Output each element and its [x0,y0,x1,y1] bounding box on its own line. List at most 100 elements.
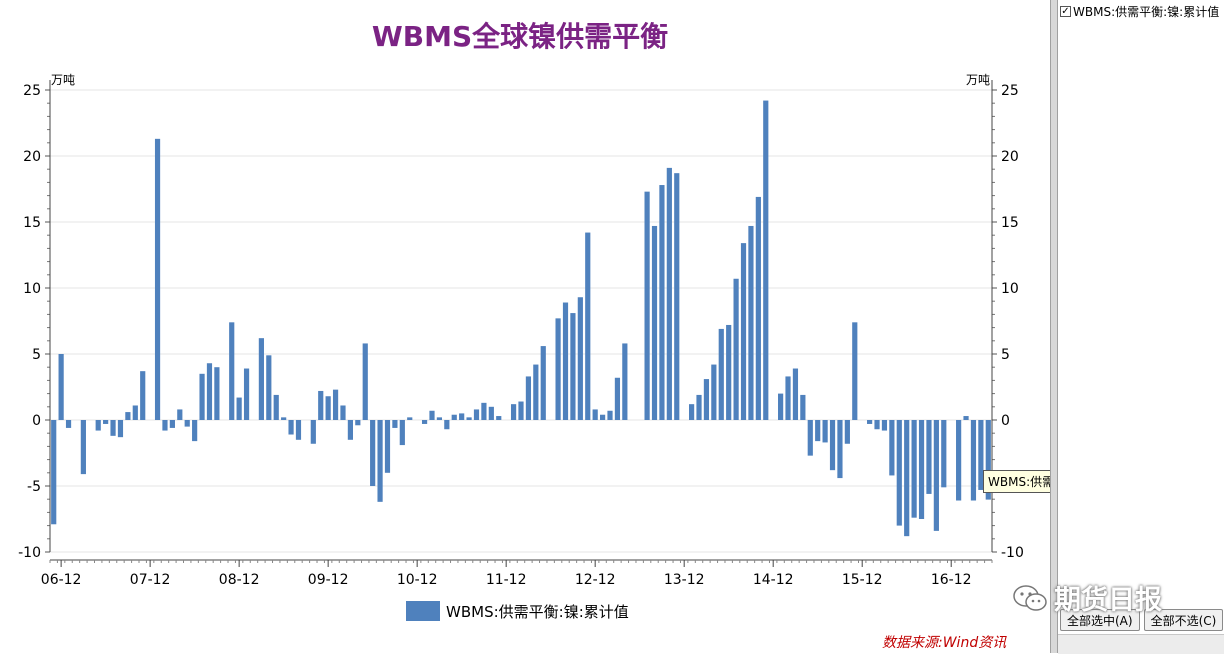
panel-splitter[interactable] [1050,0,1058,653]
series-side-panel: ✓ WBMS:供需平衡:镍:累计值 全部选中(A) 全部不选(C) [1058,0,1224,654]
bar [340,405,346,420]
bar [243,368,250,420]
bar [822,420,828,443]
bar [58,354,64,420]
series-checkbox[interactable]: ✓ [1060,5,1071,17]
bar [889,420,895,476]
select-all-button[interactable]: 全部选中(A) [1060,609,1140,631]
bar [703,379,710,420]
bar [407,417,413,420]
legend-swatch [406,601,440,621]
bar [140,371,146,420]
bar [674,173,680,420]
bar [459,413,465,420]
bar [918,420,925,519]
bar [570,313,576,420]
bar [659,185,665,420]
x-tick-label: 13-12 [664,572,705,588]
bar [177,409,183,420]
bar [318,390,324,420]
x-tick-label: 07-12 [130,572,171,588]
x-tick-label: 12-12 [575,572,616,588]
x-tick-label: 06-12 [41,572,82,588]
y-tick-label-right: 0 [1001,413,1010,429]
bar [169,420,175,428]
series-checkbox-row[interactable]: ✓ WBMS:供需平衡:镍:累计值 [1060,3,1219,20]
y-tick-label-left: 0 [32,413,41,429]
x-tick-label: 15-12 [842,572,883,588]
bar [718,328,724,420]
bar [295,420,302,440]
bar [288,420,294,435]
y-tick-label-left: 15 [23,215,41,231]
bar [110,420,116,436]
bar [837,420,843,479]
source-note: 数据来源:Wind资讯 [882,635,1007,651]
x-tick-label: 08-12 [219,572,260,588]
bar [370,420,376,486]
x-tick-label: 11-12 [486,572,527,588]
bar [384,420,391,473]
bar [696,394,702,420]
bar [599,414,606,420]
bar [785,376,791,420]
y-tick-label-left: 25 [23,83,41,99]
bar [481,402,487,420]
panel-footer [1058,634,1224,654]
bar [956,420,962,501]
bar [421,420,428,424]
bar [607,410,613,420]
bar [844,420,850,444]
bar [555,318,561,420]
y-tick-label-left: 20 [23,149,41,165]
bar [80,420,86,475]
bar [778,393,784,420]
x-tick-label: 09-12 [308,572,349,588]
bar [941,420,947,488]
y-tick-label-right: 15 [1001,215,1019,231]
bar [807,420,813,456]
bar [800,394,806,420]
bar [896,420,902,526]
bar [266,355,272,420]
select-none-button[interactable]: 全部不选(C) [1143,609,1224,631]
bar [192,420,198,442]
plot-area [50,90,992,552]
bar [963,416,969,420]
chart-area: -10-10-5-50055101015152020252506-1207-12… [18,20,1024,621]
bar [273,394,279,420]
bar [65,420,72,428]
bar [577,297,583,420]
bar [399,420,405,446]
bar [132,405,138,420]
bar [429,410,435,420]
bar [510,404,517,420]
bar [533,364,539,420]
bar [436,417,443,420]
bar [518,401,524,420]
bar [815,420,821,442]
bar [970,420,977,501]
bar [852,322,858,420]
y-tick-label-left: -5 [27,479,41,495]
x-tick-label: 14-12 [753,572,794,588]
y-tick-label-left: 10 [23,281,41,297]
y-tick-label-right: 10 [1001,281,1019,297]
bar [125,412,131,420]
bar [162,420,168,431]
x-tick-label: 16-12 [931,572,972,588]
wechat-icon [1012,583,1048,613]
watermark: 期货日报 [1012,578,1162,617]
bar [355,420,361,426]
bar [117,420,124,438]
bar [362,343,368,420]
x-tick-label: 10-12 [397,572,438,588]
y-tick-label-right: 25 [1001,83,1019,99]
bar [792,368,799,420]
bar [154,138,161,420]
bar [689,404,695,420]
series-checkbox-label: WBMS:供需平衡:镍:累计值 [1073,5,1220,19]
bar [488,406,494,420]
bar [733,278,739,420]
bar [103,420,109,424]
